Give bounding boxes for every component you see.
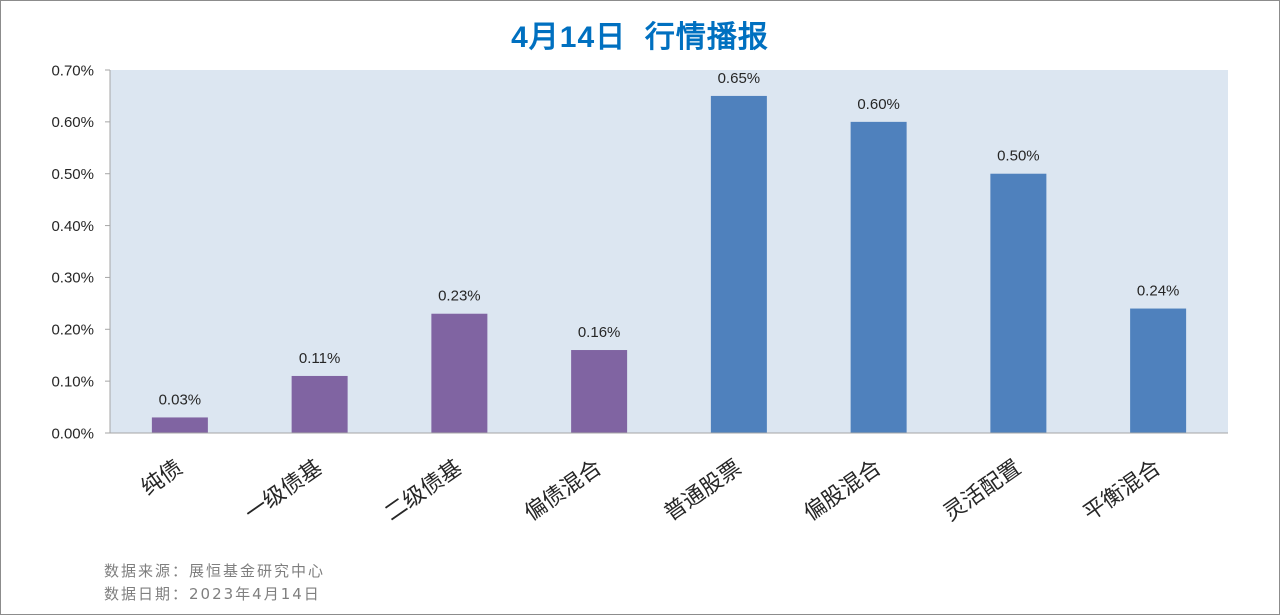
x-category-label-6: 偏股混合 [800, 455, 886, 526]
x-category-label-8: 平衡混合 [1079, 455, 1165, 526]
x-category-label-1: 纯债 [137, 455, 187, 501]
bar-series [151, 95, 1187, 433]
bar-1 [151, 417, 208, 433]
bar-4 [571, 350, 628, 433]
y-tick-label: 0.10% [51, 373, 94, 390]
bar-8 [1130, 308, 1187, 433]
data-label-4: 0.16% [578, 324, 621, 341]
bar-7 [990, 173, 1047, 433]
chart-footer: 数据来源：展恒基金研究中心 数据日期：2023年4月14日 [104, 560, 325, 606]
x-category-label-2: 一级债基 [241, 455, 327, 526]
y-tick-label: 0.40% [51, 218, 94, 235]
x-axis: 纯债 一级债基 二级债基 偏债混合 普通股票 偏股混合 灵活配置 平衡混合 [110, 432, 1228, 526]
data-label-3: 0.23% [438, 288, 481, 305]
data-labels: 0.03% 0.11% 0.23% 0.16% 0.65% 0.60% 0.50% 0.24% [159, 70, 1180, 409]
data-date-note: 数据日期：2023年4月14日 [104, 585, 321, 603]
x-category-label-4: 偏债混合 [520, 455, 606, 526]
chart-title: 4月14日 行情播报 [511, 21, 769, 54]
y-tick-label: 0.00% [51, 425, 94, 442]
y-tick-label: 0.30% [51, 270, 94, 287]
y-tick-label: 0.20% [51, 322, 94, 339]
data-label-6: 0.60% [857, 96, 900, 113]
y-tick-label: 0.50% [51, 166, 94, 183]
data-label-1: 0.03% [159, 391, 202, 408]
data-label-5: 0.65% [718, 70, 761, 87]
y-axis: 0.00% 0.10% 0.20% 0.30% 0.40% 0.50% 0.60% 0.70% [51, 62, 111, 442]
x-category-label-3: 二级债基 [380, 455, 466, 526]
data-label-2: 0.11% [299, 350, 340, 367]
bar-6 [850, 121, 907, 433]
bar-3 [431, 313, 488, 433]
y-tick-label: 0.70% [51, 62, 94, 79]
y-tick-label: 0.60% [51, 114, 94, 131]
bar-2 [291, 375, 348, 433]
data-label-7: 0.50% [997, 148, 1040, 165]
bar-5 [710, 95, 767, 433]
x-category-label-7: 灵活配置 [939, 455, 1025, 526]
data-label-8: 0.24% [1137, 283, 1180, 300]
data-source-note: 数据来源：展恒基金研究中心 [104, 562, 326, 580]
plot-area [110, 70, 1228, 433]
x-category-label-5: 普通股票 [660, 455, 746, 526]
